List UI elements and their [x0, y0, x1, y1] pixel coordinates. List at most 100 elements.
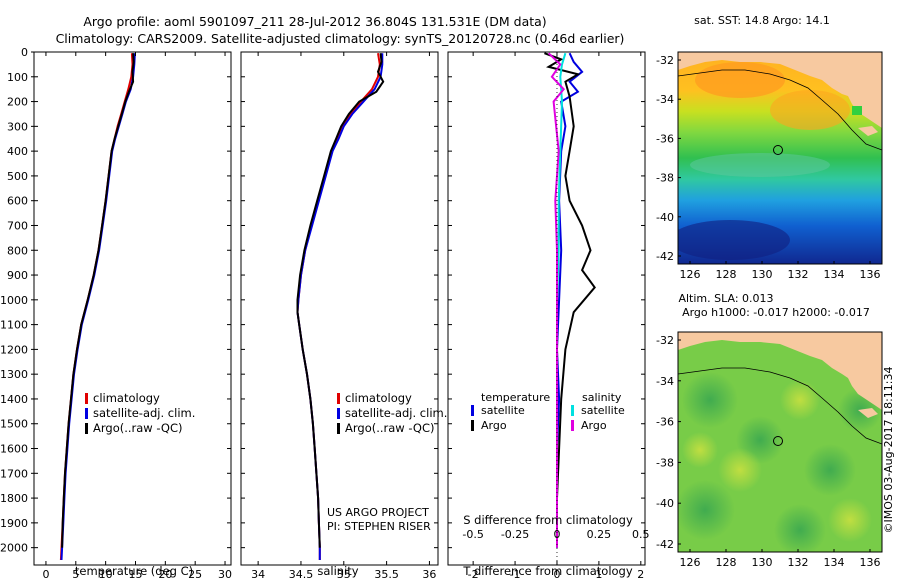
x-tick-label: 25 [188, 568, 202, 580]
legend-swatch-s-satellite [571, 405, 574, 416]
map-x-tick-label: 132 [788, 556, 809, 569]
map-x-tick-label: 132 [788, 268, 809, 281]
legend-label-climatology: climatology [93, 391, 160, 405]
temperature-legend: climatology satellite-adj. clim. Argo(..… [85, 391, 195, 435]
x-tick-label-top: 0.25 [587, 528, 612, 541]
x-tick-label: 15 [128, 568, 142, 580]
map-y-tick-label: -40 [656, 497, 674, 510]
sst-map-axes: 126 128 130 132 134 136 -32 -34 -36 -38 -40 -42 [656, 54, 880, 281]
map-x-tick-label: 136 [860, 268, 881, 281]
depth-tick-label: 1600 [0, 443, 28, 456]
map-x-tick-label: 128 [716, 556, 737, 569]
depth-tick-label: 900 [7, 269, 28, 282]
series-line [544, 52, 596, 548]
x-tick-label: 30 [218, 568, 232, 580]
kangaroo-island [858, 408, 878, 418]
legend-label-s-satellite: satellite [581, 404, 625, 417]
sla-map-frame [677, 331, 883, 553]
series-line [547, 52, 566, 548]
sla-high-eddy [718, 448, 762, 492]
x-tick-label: 35.5 [374, 568, 399, 580]
legend-swatch-t-argo [471, 420, 474, 431]
depth-tick-label: 2000 [0, 542, 28, 555]
temperature-chart [59, 53, 136, 561]
depth-tick-label: 400 [7, 145, 28, 158]
map-x-tick-label: 134 [824, 556, 845, 569]
australia-land [678, 332, 882, 410]
sla-low-eddy [678, 480, 735, 540]
depth-tick-label: 1000 [0, 294, 28, 307]
temperature-xlabel: temperature (deg C) [75, 564, 193, 578]
x-tick-label: 0 [553, 568, 560, 580]
x-tick-label-top: -0.5 [462, 528, 483, 541]
sla-map [678, 332, 882, 552]
x-tick-label: -1 [510, 568, 521, 580]
project-annotation-2: PI: STEPHEN RISER [327, 520, 431, 533]
series-line [296, 53, 385, 548]
depth-tick-label: 1100 [0, 319, 28, 332]
depth-tick-label: 800 [7, 244, 28, 257]
sla-map-title-2: Argo h1000: -0.017 h2000: -0.017 [682, 306, 870, 319]
difference-xlabel: T difference from climatology [462, 564, 633, 578]
argo-location-marker [773, 436, 783, 446]
shelf-contour [678, 367, 882, 445]
x-tick-label: 34.5 [289, 568, 314, 580]
sla-map-axes: 126 128 130 132 134 136 -32 -34 -36 -38 -40 -42 [656, 334, 880, 569]
legend-swatch-satellite [85, 408, 88, 419]
depth-tick-label: 700 [7, 219, 28, 232]
salinity-xlabel: salinity [317, 564, 358, 578]
header-line-1: Argo profile: aoml 5901097_211 28-Jul-20… [83, 14, 546, 29]
sla-high-eddy [780, 380, 820, 420]
legend-swatch-climatology [85, 393, 88, 404]
depth-axis: 0 100 200 300 400 500 600 700 800 900 1000 1100 1200… [0, 46, 34, 555]
map-y-tick-label: -40 [656, 211, 674, 224]
map-x-tick-label: 126 [680, 268, 701, 281]
difference-panel-frame [447, 51, 646, 566]
depth-tick-label: 200 [7, 96, 28, 109]
map-x-tick-label: 130 [752, 268, 773, 281]
depth-tick-label: 1400 [0, 393, 28, 406]
legend-label-t-satellite: satellite [481, 404, 525, 417]
map-x-tick-label: 128 [716, 268, 737, 281]
legend-swatch-argo [337, 423, 340, 434]
salinity-chart [296, 53, 385, 560]
temperature-panel-frame [33, 51, 232, 566]
legend-title-temperature: temperature [481, 391, 550, 404]
kangaroo-island [858, 126, 878, 136]
x-tick-label: 20 [158, 568, 172, 580]
legend-label-satellite: satellite-adj. clim. [345, 406, 447, 420]
temperature-x-axis: 0 5 10 15 20 25 30 [34, 51, 232, 580]
x-tick-label: -2 [468, 568, 479, 580]
legend-label-argo: Argo(..raw -QC) [93, 421, 183, 435]
sst-cool-patch [690, 153, 830, 177]
series-line [61, 53, 135, 548]
x-tick-label: 10 [99, 568, 113, 580]
depth-tick-label: 0 [21, 46, 28, 59]
map-x-tick-label: 134 [824, 268, 845, 281]
map-x-tick-label: 136 [860, 556, 881, 569]
map-x-tick-label: 126 [680, 556, 701, 569]
difference-xlabel-top: S difference from climatology [463, 513, 633, 527]
depth-tick-label: 500 [7, 170, 28, 183]
credit-stamp: ©IMOS 03-Aug-2017 18:11:34 [882, 367, 895, 534]
depth-tick-label: 1700 [0, 467, 28, 480]
legend-swatch-climatology [337, 393, 340, 404]
sst-map [678, 52, 882, 264]
depth-tick-label: 1200 [0, 343, 28, 356]
map-y-tick-label: -34 [656, 93, 674, 106]
legend-swatch-satellite [337, 408, 340, 419]
sst-map-frame [677, 51, 883, 265]
sst-warm-patch [770, 90, 850, 130]
depth-tick-label: 1800 [0, 492, 28, 505]
difference-legend: temperature satellite Argo salinity sate… [471, 391, 625, 432]
legend-swatch-s-argo [571, 420, 574, 431]
legend-label-climatology: climatology [345, 391, 412, 405]
argo-location-marker [773, 145, 783, 155]
x-tick-label-top: 0 [553, 528, 560, 541]
salinity-x-axis: 34 34.5 35 35.5 36 [241, 51, 438, 580]
legend-title-salinity: salinity [582, 391, 622, 404]
salinity-legend: climatology satellite-adj. clim. Argo(..… [337, 391, 447, 435]
legend-label-t-argo: Argo [481, 419, 507, 432]
map-y-tick-label: -34 [656, 375, 674, 388]
map-y-tick-label: -42 [656, 250, 674, 263]
